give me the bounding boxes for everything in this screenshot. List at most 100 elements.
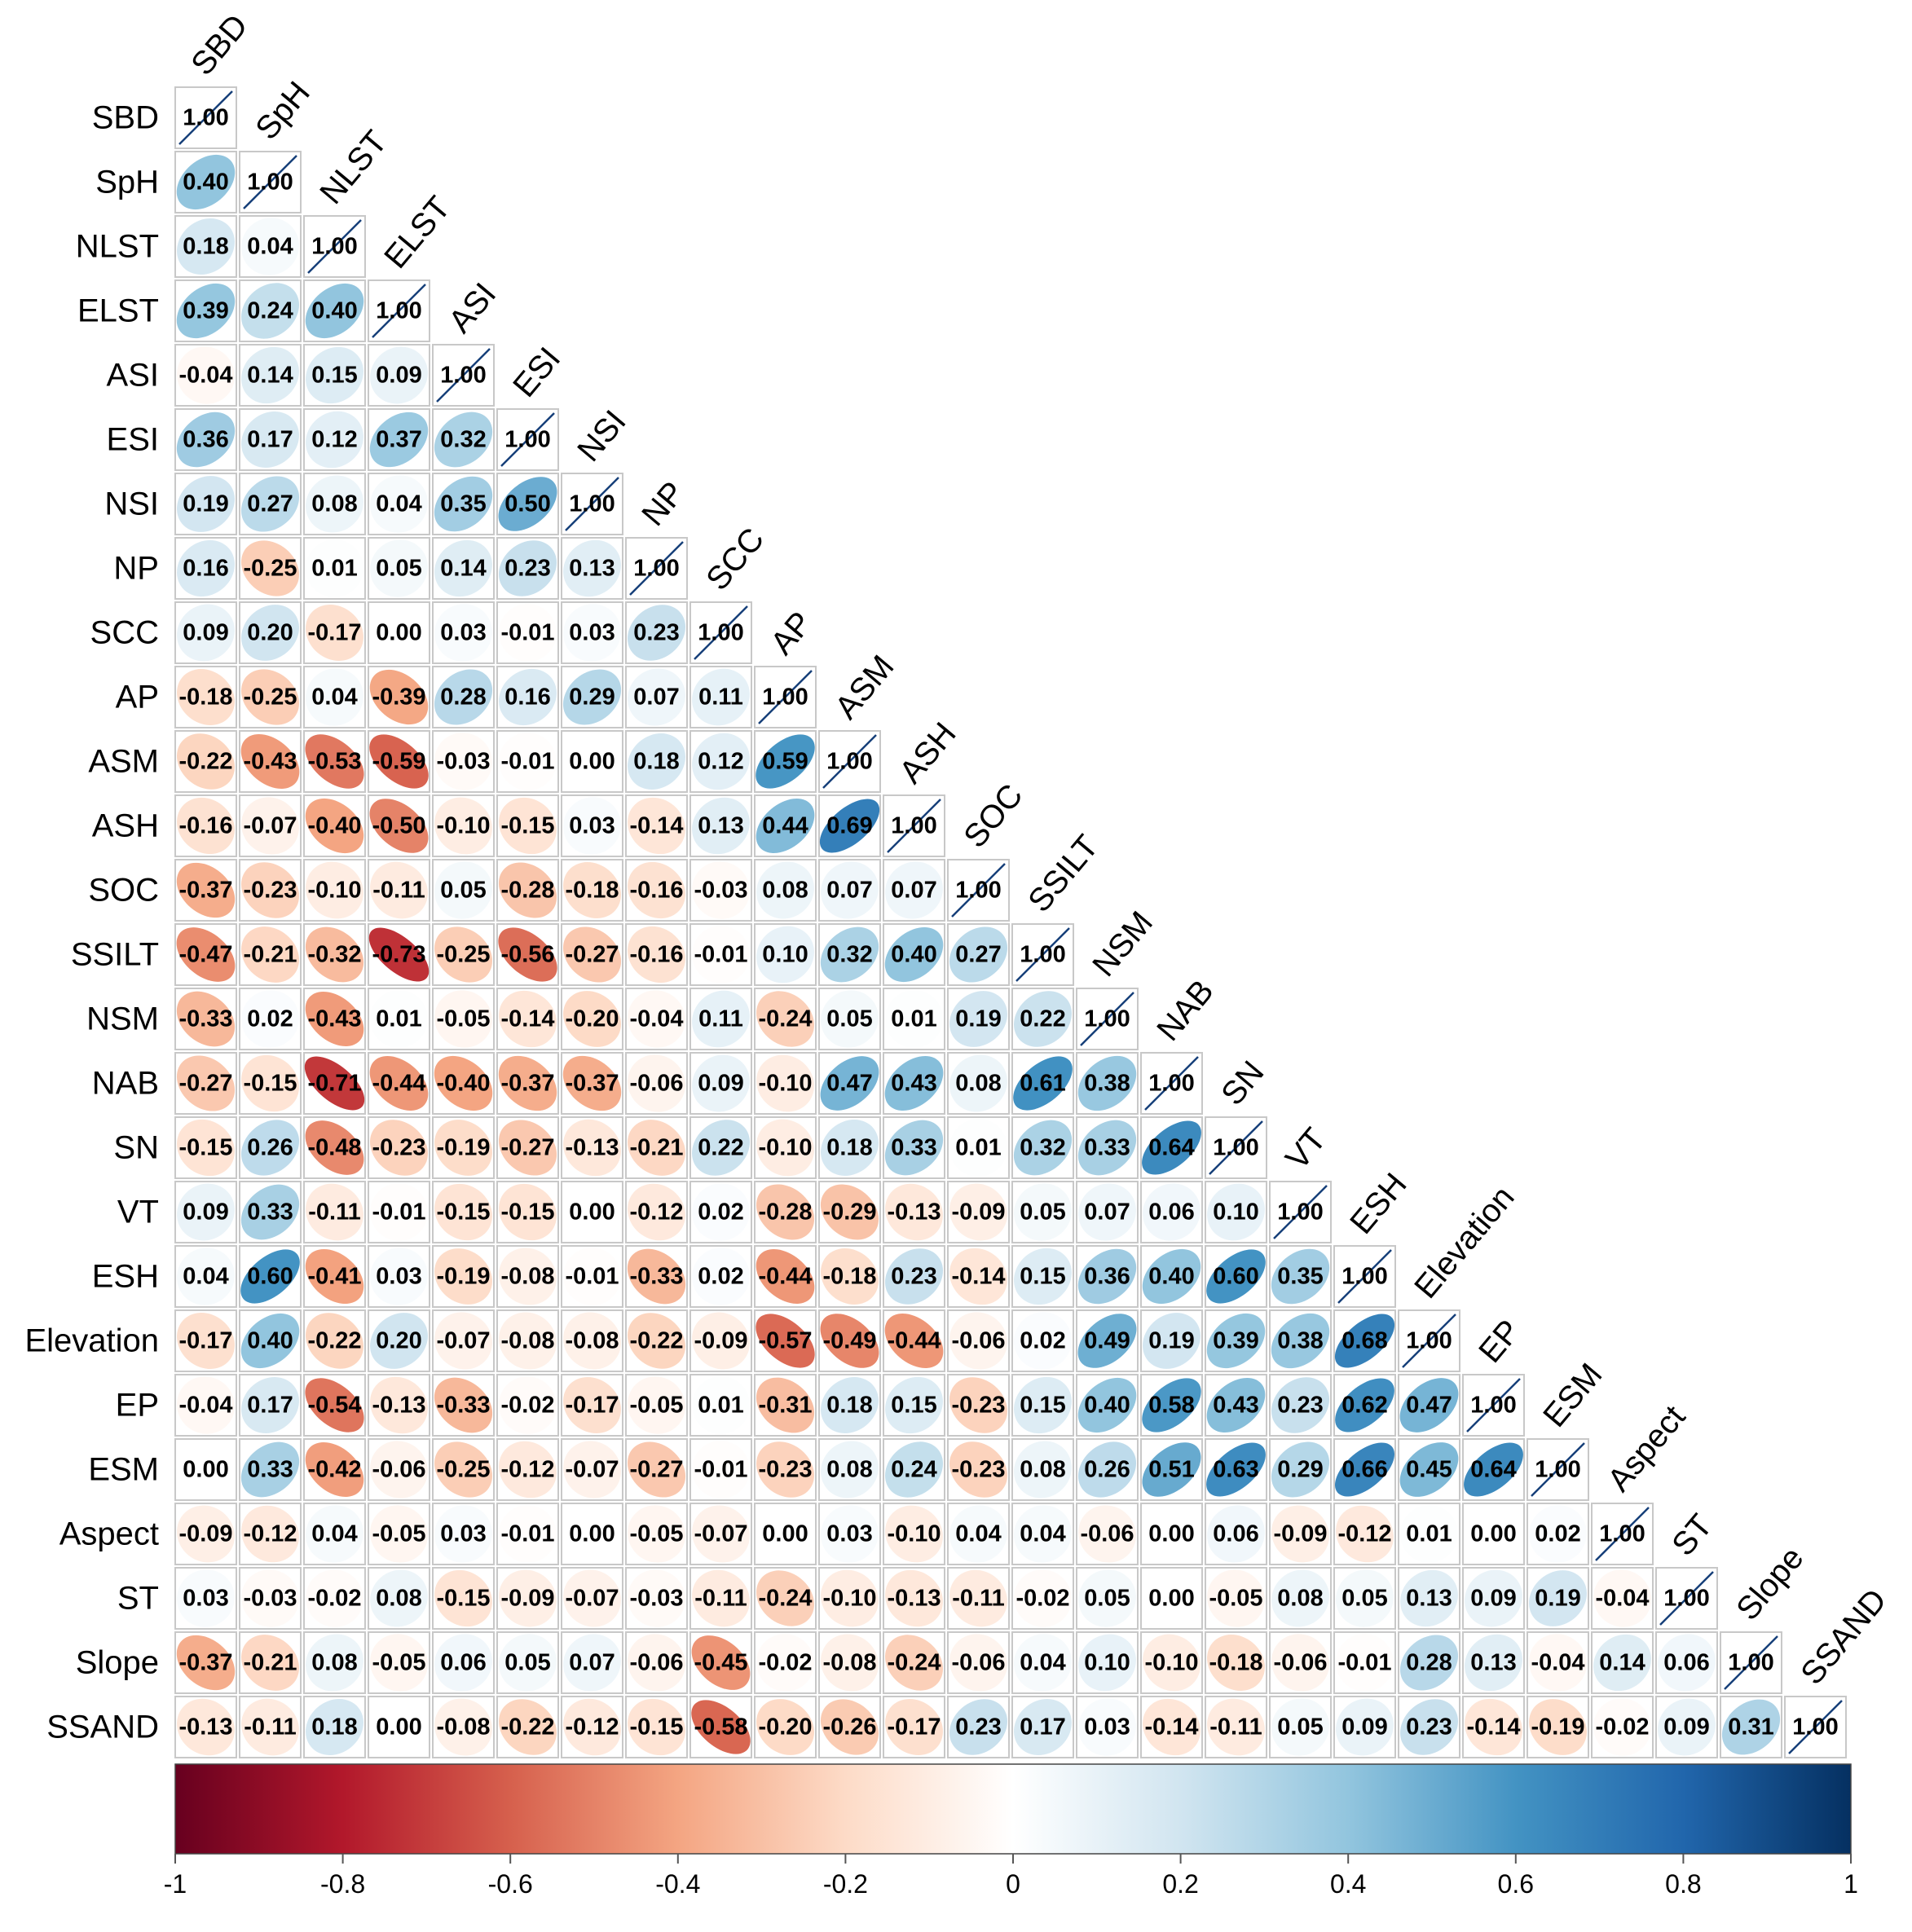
cell-value-label: 0.01 (891, 1006, 936, 1032)
diagonal-line (951, 863, 1006, 918)
cell-value-label: -0.58 (694, 1714, 747, 1741)
correlation-ellipse (885, 1569, 943, 1627)
correlation-ellipse (949, 991, 1007, 1047)
matrix-cell: 0.00 (368, 601, 430, 664)
cell-value-label: -0.05 (372, 1521, 425, 1547)
matrix-cell: 0.13 (1462, 1631, 1525, 1694)
matrix-cell: 1.00 (432, 344, 495, 407)
matrix-cell: 0.15 (1011, 1245, 1074, 1308)
cell-value-label: 0.09 (376, 363, 421, 389)
cell-value-label: 0.47 (826, 1071, 872, 1097)
cell-value-label: -0.15 (436, 1199, 490, 1226)
cell-value-label: 0.08 (826, 1457, 872, 1483)
matrix-cell: -0.49 (818, 1309, 881, 1372)
cell-value-label: -0.23 (951, 1393, 1005, 1419)
matrix-cell: 0.14 (239, 344, 302, 407)
cell-value-label: 0.07 (569, 1650, 615, 1676)
column-label: SN (1214, 1054, 1271, 1112)
correlation-ellipse (756, 1441, 815, 1498)
matrix-cell: 0.33 (239, 1181, 302, 1243)
matrix-cell: 0.03 (432, 601, 495, 664)
correlation-ellipse (949, 1441, 1008, 1498)
matrix-cell: 0.04 (303, 666, 366, 728)
matrix-cell: 0.29 (1269, 1438, 1332, 1501)
correlation-ellipse (306, 604, 363, 662)
cell-value-label: -0.28 (758, 1199, 812, 1226)
cell-value-label: 0.60 (1213, 1264, 1258, 1290)
cell-value-label: -0.24 (758, 1586, 812, 1612)
cell-value-label: 0.33 (1084, 1135, 1130, 1161)
matrix-cell: 0.09 (1655, 1696, 1718, 1758)
cell-value-label: 0.00 (1470, 1521, 1516, 1547)
correlation-ellipse (756, 799, 815, 853)
correlation-ellipse (434, 1698, 492, 1756)
cell-value-label: 0.03 (440, 1521, 486, 1547)
column-label: Aspect (1601, 1399, 1692, 1499)
cell-value-label: -0.21 (243, 1650, 297, 1676)
cell-value-label: 0.19 (955, 1006, 1001, 1032)
cell-value-label: -0.15 (243, 1071, 297, 1097)
correlation-ellipse (177, 476, 235, 532)
matrix-cell: 0.15 (883, 1374, 945, 1437)
correlation-ellipse (1143, 1698, 1201, 1756)
matrix-cell: -0.15 (625, 1696, 688, 1758)
matrix-cell: -0.16 (174, 794, 237, 857)
cell-value-label: 0.33 (247, 1457, 293, 1483)
correlation-ellipse (885, 1183, 943, 1241)
correlation-ellipse (1014, 1634, 1072, 1692)
correlation-ellipse (1593, 1634, 1651, 1692)
cell-value-label: 0.00 (376, 620, 421, 646)
correlation-ellipse (885, 1505, 943, 1563)
correlation-ellipse (1399, 1378, 1459, 1432)
cell-value-label: 1.00 (1148, 1071, 1194, 1097)
matrix-cell: 0.06 (432, 1631, 495, 1694)
matrix-cell: -0.58 (689, 1696, 752, 1758)
matrix-cell: 0.32 (432, 408, 495, 471)
cell-value-label: -0.25 (436, 1457, 490, 1483)
correlation-ellipse (369, 799, 429, 853)
correlation-ellipse (241, 1698, 299, 1756)
cell-value-label: 0.14 (247, 363, 293, 389)
cell-value-label: -0.06 (629, 1071, 683, 1097)
correlation-ellipse (241, 1054, 299, 1112)
colorbar-tick-label: -0.6 (488, 1869, 533, 1899)
correlation-ellipse (369, 734, 429, 789)
cell-value-label: 0.03 (183, 1586, 228, 1612)
cell-value-label: -0.44 (887, 1328, 941, 1354)
matrix-cell: -0.06 (368, 1438, 430, 1501)
correlation-ellipse (1465, 1698, 1522, 1756)
correlation-ellipse (1078, 1698, 1136, 1756)
correlation-ellipse (949, 1699, 1008, 1755)
matrix-cell: 0.14 (432, 537, 495, 600)
correlation-ellipse (306, 1313, 363, 1369)
cell-value-label: -0.27 (178, 1071, 232, 1097)
colorbar-tick-label: 0.4 (1330, 1869, 1366, 1899)
cell-value-label: -0.17 (565, 1393, 619, 1419)
row-label: VT (117, 1195, 159, 1230)
matrix-cell: -0.43 (303, 988, 366, 1050)
matrix-cell: 0.45 (1398, 1438, 1460, 1501)
cell-value-label: -0.40 (436, 1071, 490, 1097)
cell-value-label: 0.00 (569, 1521, 615, 1547)
cell-value-label: 1.00 (955, 878, 1001, 904)
cell-value-label: 0.38 (1277, 1328, 1323, 1354)
correlation-ellipse (628, 1698, 685, 1756)
cell-value-label: -0.09 (694, 1328, 747, 1354)
correlation-ellipse (1143, 1634, 1201, 1692)
cell-value-label: -0.09 (1273, 1521, 1327, 1547)
matrix-cell: -0.12 (496, 1438, 559, 1501)
cell-value-label: -0.41 (307, 1264, 361, 1290)
cell-value-label: -0.15 (500, 1199, 554, 1226)
cell-value-label: 0.09 (698, 1071, 743, 1097)
correlation-ellipse (949, 1054, 1007, 1112)
cell-value-label: 0.69 (826, 813, 872, 839)
cell-value-label: 0.26 (247, 1135, 293, 1161)
matrix-cell: -0.48 (303, 1116, 366, 1179)
matrix-cell: 0.37 (368, 408, 430, 471)
row-label: AP (116, 680, 159, 715)
matrix-cell: 0.04 (947, 1503, 1010, 1565)
cell-value-label: -0.15 (500, 813, 554, 839)
cell-value-label: 1.00 (1599, 1521, 1645, 1547)
matrix-cell: 0.63 (1205, 1438, 1267, 1501)
cell-value-label: 0.23 (1277, 1393, 1323, 1419)
